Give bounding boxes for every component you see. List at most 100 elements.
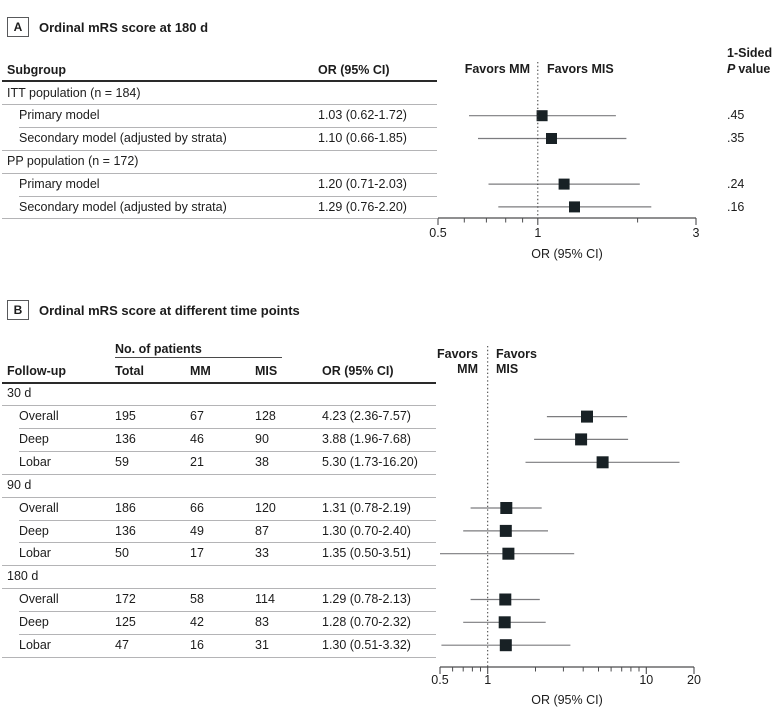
- row-or: 1.28 (0.70-2.32): [322, 614, 411, 629]
- row-or: 3.88 (1.96-7.68): [322, 432, 411, 446]
- forest-marker: [569, 201, 580, 213]
- table-rule: [2, 405, 436, 407]
- row-label: Lobar: [19, 454, 51, 469]
- row-total: 47: [115, 637, 129, 652]
- table-rule: [2, 565, 436, 567]
- favors-mm-label-a: Favors MM: [464, 62, 530, 76]
- row-mis: 33: [255, 546, 269, 561]
- table-row: Overall 195 67 128 4.23 (2.36-7.57): [0, 405, 780, 428]
- row-label: 90 d: [7, 477, 32, 492]
- forest-marker: [499, 593, 512, 606]
- row-label: Primary model: [19, 176, 100, 191]
- row-or: 1.29 (0.76-2.20): [318, 199, 407, 214]
- header-rule-a: [2, 80, 437, 82]
- panel-b-tag: B: [7, 300, 29, 320]
- table-rule: [2, 172, 437, 174]
- favors-mis-line1: Favors: [496, 347, 537, 361]
- forest-marker: [502, 547, 515, 560]
- forest-marker: [500, 502, 513, 514]
- forest-marker: [536, 110, 548, 122]
- row-mm: 58: [190, 592, 204, 606]
- table-rule: [2, 149, 437, 151]
- table-row: Overall 186 66 120 1.31 (0.78-2.19): [0, 497, 780, 520]
- row-or: 1.30 (0.70-2.40): [322, 523, 411, 538]
- row-label: Deep: [19, 523, 49, 538]
- favors-mis-line2: MIS: [496, 362, 519, 376]
- patients-header-underline: [115, 357, 282, 358]
- row-label: Deep: [19, 432, 49, 446]
- tick-label: 10: [639, 673, 653, 687]
- table-row: Lobar 59 21 38 5.30 (1.73-16.20): [0, 451, 780, 474]
- table-row: Secondary model (adjusted by strata) 1.10…: [0, 127, 780, 150]
- favors-mm-line1: Favors: [437, 347, 478, 361]
- row-label: Deep: [19, 614, 49, 629]
- tick-label: 1: [484, 673, 491, 687]
- panel-b-title: Ordinal mRS score at different time poin…: [39, 302, 300, 318]
- col-header-followup: Follow-up: [7, 364, 67, 378]
- tick-label: 0.5: [429, 226, 446, 240]
- forest-marker: [575, 433, 588, 446]
- table-rule: [19, 428, 436, 429]
- row-label: Lobar: [19, 637, 51, 652]
- table-rule: [19, 450, 436, 452]
- forest-marker: [596, 456, 609, 469]
- row-p: .45: [727, 108, 745, 123]
- col-header-mm: MM: [190, 364, 211, 378]
- row-or: 1.35 (0.50-3.51): [322, 546, 411, 561]
- table-rule: [2, 473, 436, 475]
- row-or: 1.03 (0.62-1.72): [318, 108, 407, 123]
- axis-title: OR (95% CI): [531, 693, 603, 707]
- table-row: Secondary model (adjusted by strata) 1.29…: [0, 196, 780, 219]
- col-header-subgroup: Subgroup: [7, 63, 67, 77]
- table-row: Deep 136 46 90 3.88 (1.96-7.68): [0, 428, 780, 451]
- table-row: Deep 136 49 87 1.30 (0.70-2.40): [0, 520, 780, 543]
- row-or: 5.30 (1.73-16.20): [322, 454, 418, 469]
- row-label: Overall: [19, 409, 59, 424]
- row-label: Primary model: [19, 108, 100, 123]
- row-label: 30 d: [7, 386, 32, 401]
- row-mis: 38: [255, 454, 269, 469]
- header-rule-b: [2, 382, 436, 384]
- row-or: 1.20 (0.71-2.03): [318, 176, 407, 191]
- row-or: 4.23 (2.36-7.57): [322, 409, 411, 424]
- favors-mm-line2: MM: [457, 362, 478, 376]
- row-mm: 42: [190, 614, 204, 629]
- tick-label: 20: [687, 673, 701, 687]
- tick-label: 1: [534, 226, 541, 240]
- table-row: Lobar 47 16 31 1.30 (0.51-3.32): [0, 634, 780, 657]
- row-or: 1.30 (0.51-3.32): [322, 637, 411, 652]
- favors-mis-label-a: Favors MIS: [547, 62, 614, 76]
- row-total: 172: [115, 592, 136, 606]
- row-total: 186: [115, 500, 136, 515]
- row-total: 195: [115, 409, 136, 424]
- table-rule: [2, 496, 436, 498]
- row-mis: 31: [255, 637, 269, 652]
- col-header-mis: MIS: [255, 364, 278, 378]
- row-mm: 16: [190, 637, 204, 652]
- row-label: Overall: [19, 500, 59, 515]
- forest-marker: [546, 133, 557, 144]
- tick-label: 3: [693, 226, 700, 240]
- row-mis: 87: [255, 523, 269, 538]
- row-p: .35: [727, 131, 745, 146]
- row-total: 136: [115, 432, 136, 446]
- row-label: Lobar: [19, 546, 51, 561]
- row-total: 125: [115, 614, 136, 629]
- row-label: Overall: [19, 592, 59, 606]
- table-rule: [2, 588, 436, 589]
- table-row: ITT population (n = 184): [0, 82, 780, 105]
- col-header-or-a: OR (95% CI): [318, 63, 390, 77]
- row-total: 136: [115, 523, 136, 538]
- forest-marker: [498, 616, 511, 629]
- row-mm: 67: [190, 409, 204, 424]
- table-rule: [2, 656, 436, 658]
- row-mm: 66: [190, 500, 204, 515]
- row-or: 1.10 (0.66-1.85): [318, 131, 407, 146]
- row-mis: 83: [255, 614, 269, 629]
- table-rule: [19, 610, 436, 612]
- row-label: PP population (n = 172): [7, 153, 139, 168]
- col-header-total: Total: [115, 364, 144, 378]
- row-mm: 17: [190, 546, 204, 561]
